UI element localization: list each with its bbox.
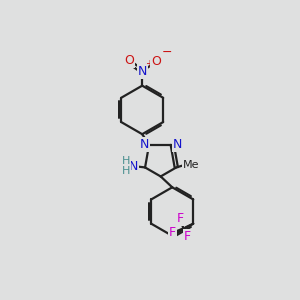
Text: O: O bbox=[124, 54, 134, 68]
Text: N: N bbox=[128, 160, 138, 173]
Text: H: H bbox=[122, 167, 130, 176]
Text: Me: Me bbox=[183, 160, 200, 170]
Text: O: O bbox=[151, 55, 161, 68]
Text: F: F bbox=[176, 212, 184, 225]
Text: N: N bbox=[173, 138, 182, 151]
Text: +: + bbox=[146, 59, 153, 69]
Text: N: N bbox=[137, 65, 147, 78]
Text: H: H bbox=[122, 156, 130, 166]
Text: −: − bbox=[162, 46, 172, 59]
Text: F: F bbox=[184, 230, 191, 243]
Text: N: N bbox=[139, 138, 149, 151]
Text: F: F bbox=[169, 226, 176, 239]
